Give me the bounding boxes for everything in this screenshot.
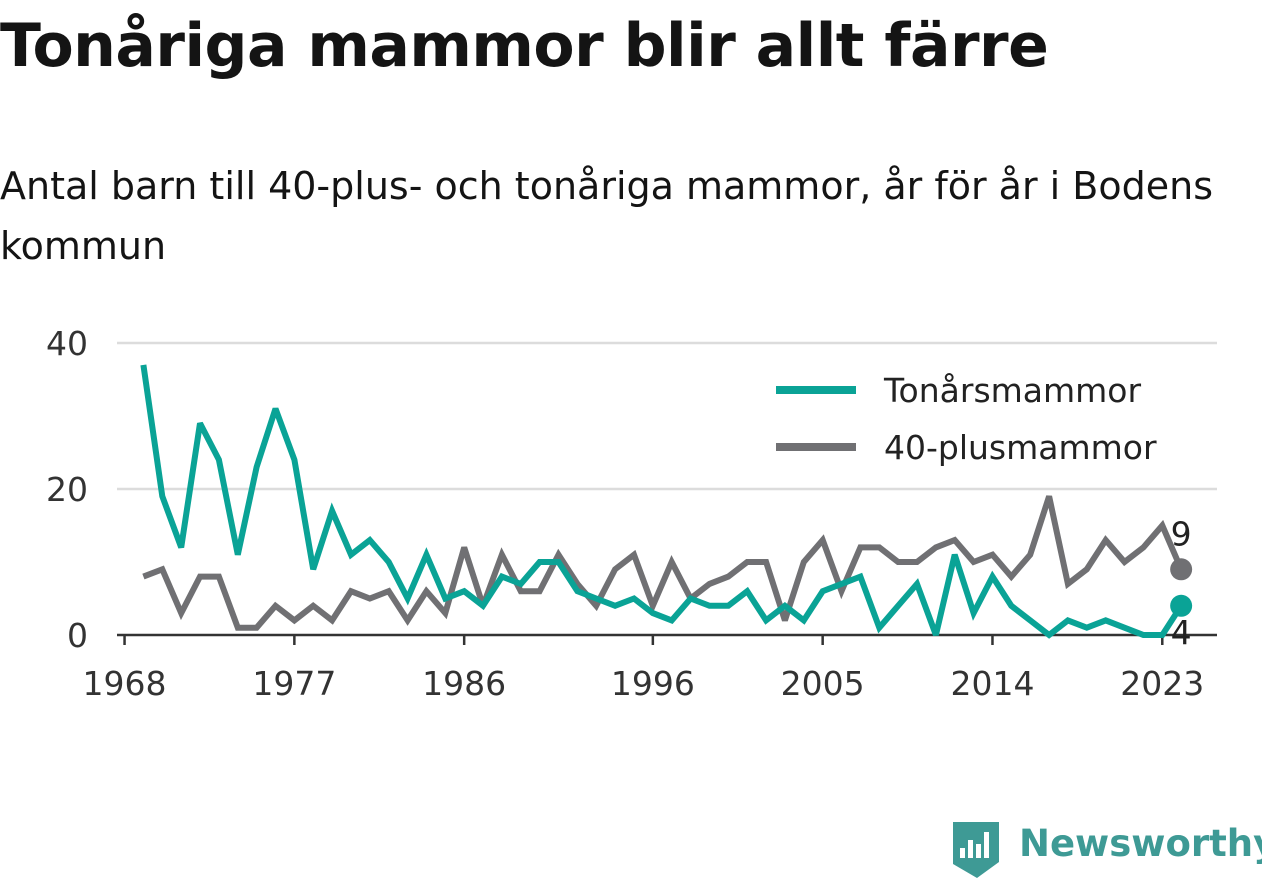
- end-value-label: 4: [1171, 613, 1192, 652]
- x-tick-label: 1996: [611, 664, 695, 703]
- newsworthy-logo-icon: [953, 822, 999, 878]
- legend-label: 40-plusmammor: [884, 428, 1157, 467]
- series-lines: [140, 364, 1184, 639]
- end-marker-tonarsmammor: [1170, 594, 1193, 617]
- x-tick-label: 2023: [1120, 664, 1204, 703]
- end-markers: 49: [1170, 514, 1193, 652]
- x-tick-label: 2005: [781, 664, 865, 703]
- y-tick-label: 40: [46, 324, 88, 363]
- grid-lines: [117, 341, 1217, 491]
- series-line-tonarsmammor: [140, 364, 1184, 639]
- x-axis: 1968 1977 1986 1996 2005 2014 2023: [83, 633, 1217, 703]
- brand-name: Newsworthy: [1019, 822, 1262, 865]
- legend-label: Tonårsmammor: [883, 371, 1141, 410]
- x-tick-label: 1968: [83, 664, 167, 703]
- end-value-label: 9: [1171, 514, 1192, 553]
- x-tick-label: 2014: [950, 664, 1034, 703]
- newsworthy-brand: Newsworthy: [949, 818, 1262, 880]
- y-axis: 0 20 40: [46, 324, 88, 655]
- chart-title: Tonåriga mammor blir allt färre: [0, 11, 1049, 81]
- legend: Tonårsmammor 40-plusmammor: [776, 371, 1157, 467]
- y-tick-label: 20: [46, 470, 88, 509]
- chart-subtitle: Antal barn till 40-plus- och tonåriga ma…: [0, 164, 1213, 268]
- y-tick-label: 0: [67, 616, 88, 655]
- series-line-40-plusmammor: [142, 495, 1184, 631]
- x-tick-label: 1986: [422, 664, 506, 703]
- end-marker-40-plusmammor: [1170, 558, 1193, 581]
- x-tick-label: 1977: [252, 664, 336, 703]
